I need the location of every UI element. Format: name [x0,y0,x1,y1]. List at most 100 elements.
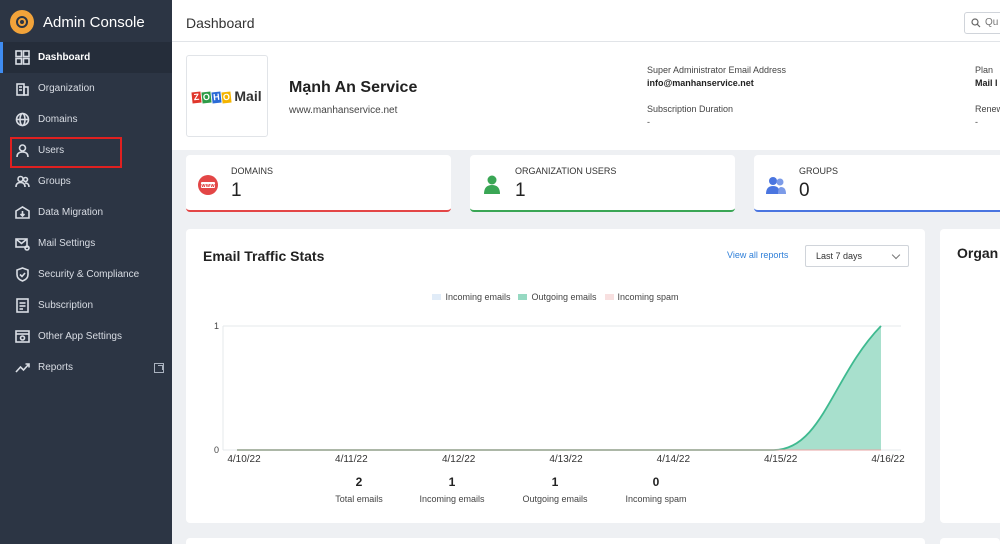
sidebar-item-subscription[interactable]: Subscription [0,290,172,321]
sidebar-item-label: Organization [38,83,95,94]
subscription-value: - [647,117,650,127]
organization-users-count: 1 [515,180,526,201]
groups-label: GROUPS [799,166,839,176]
bottom-panel-right [940,538,1000,544]
stat-label: Incoming spam [625,494,687,504]
trend-icon [14,360,30,376]
y-tick-label: 0 [214,445,219,455]
page-title: Dashboard [186,15,255,31]
subscription-icon [14,298,30,314]
traffic-stat: 2 Total emails [314,475,404,504]
sidebar-item-organization[interactable]: Organization [0,73,172,104]
sidebar-item-label: Security & Compliance [38,269,140,280]
logo-letter: Z [191,91,202,104]
open-external-icon[interactable] [154,362,164,373]
x-tick-label: 4/10/22 [227,454,261,465]
logo-mail-text: Mail [234,88,262,104]
sidebar-item-label: Other App Settings [38,331,122,342]
domains-label: DOMAINS [231,166,274,176]
plan-value: Mail l [975,78,998,88]
legend-label: Incoming emails [445,292,511,302]
group-icon [765,174,787,196]
chart-legend: Incoming emails Outgoing emails Incoming s… [186,292,925,302]
view-all-reports-link[interactable]: View all reports [727,250,789,260]
search-placeholder: Qu [985,17,999,28]
stat-value: 2 [355,475,363,489]
stat-value: 1 [551,475,559,489]
sidebar-item-security-compliance[interactable]: Security & Compliance [0,259,172,290]
logo-letter: O [201,91,212,104]
shield-icon [14,267,30,283]
admin-email-label: Super Administrator Email Address [647,65,787,75]
traffic-title: Email Traffic Stats [203,248,325,264]
search-icon [971,18,981,28]
sidebar-item-label: Mail Settings [38,238,96,249]
traffic-stat: 1 Incoming emails [407,475,497,504]
mail-settings-icon [14,236,30,252]
legend-label: Outgoing emails [531,292,597,302]
plan-label: Plan [975,65,994,75]
sidebar-item-mail-settings[interactable]: Mail Settings [0,228,172,259]
top-bar: Dashboard Qu [172,0,1000,42]
sidebar-item-label: Dashboard [38,52,91,63]
legend-swatch [518,294,528,300]
groups-count: 0 [799,180,810,201]
sidebar-item-other-app-settings[interactable]: Other App Settings [0,321,172,352]
sidebar-item-label: Users [38,145,65,156]
legend-swatch [432,294,442,300]
dashboard-icon [14,50,30,66]
traffic-stat: 1 Outgoing emails [510,475,600,504]
side-panel-title: Organ [957,245,999,261]
sidebar-item-reports[interactable]: Reports [0,352,172,383]
globe-icon [14,112,30,128]
y-tick-label: 1 [214,321,219,331]
sidebar-item-groups[interactable]: Groups [0,166,172,197]
organization-users-label: ORGANIZATION USERS [515,166,617,176]
sidebar-item-label: Data Migration [38,207,104,218]
sidebar-item-users[interactable]: Users [0,135,172,166]
gear-logo-icon [10,10,34,34]
sidebar-item-domains[interactable]: Domains [0,104,172,135]
legend-item[interactable]: Outgoing emails [518,292,597,302]
domains-card[interactable]: www DOMAINS 1 [186,155,451,212]
legend-item[interactable]: Incoming spam [604,292,679,302]
legend-swatch [604,294,614,300]
sidebar: Admin Console Dashboard Organization Domai… [0,0,172,544]
organization-users-card[interactable]: ORGANIZATION USERS 1 [470,155,735,212]
admin-email-value: info@manhanservice.net [647,78,754,88]
migration-icon [14,205,30,221]
logo-letter: O [221,91,232,104]
email-traffic-panel: Email Traffic Stats View all reports Las… [186,229,925,523]
x-tick-label: 4/14/22 [657,454,691,465]
sidebar-item-dashboard[interactable]: Dashboard [0,42,172,73]
groups-card[interactable]: GROUPS 0 [754,155,1000,212]
app-title: Admin Console [43,13,145,31]
brand[interactable]: Admin Console [0,0,172,44]
stat-label: Total emails [335,494,383,504]
x-tick-label: 4/12/22 [442,454,476,465]
stat-label: Incoming emails [419,494,485,504]
search-input[interactable]: Qu [964,12,1000,34]
legend-item[interactable]: Incoming emails [432,292,510,302]
logo-letter: H [211,91,222,104]
stat-value: 0 [652,475,660,489]
apps-icon [14,329,30,345]
stat-value: 1 [448,475,456,489]
x-tick-label: 4/16/22 [871,454,905,465]
group-icon [14,174,30,190]
x-tick-label: 4/11/22 [335,454,368,465]
sidebar-item-label: Reports [38,362,74,373]
sidebar-item-label: Subscription [38,300,94,311]
renewal-label: Renew [975,104,1000,114]
series-line [237,325,882,451]
sidebar-item-label: Groups [38,176,71,187]
org-website: www.manhanservice.net [289,105,398,116]
bottom-panel [186,538,925,544]
series-area [237,326,881,450]
sidebar-item-data-migration[interactable]: Data Migration [0,197,172,228]
traffic-stat: 0 Incoming spam [611,475,701,504]
period-dropdown[interactable]: Last 7 days [805,245,909,267]
